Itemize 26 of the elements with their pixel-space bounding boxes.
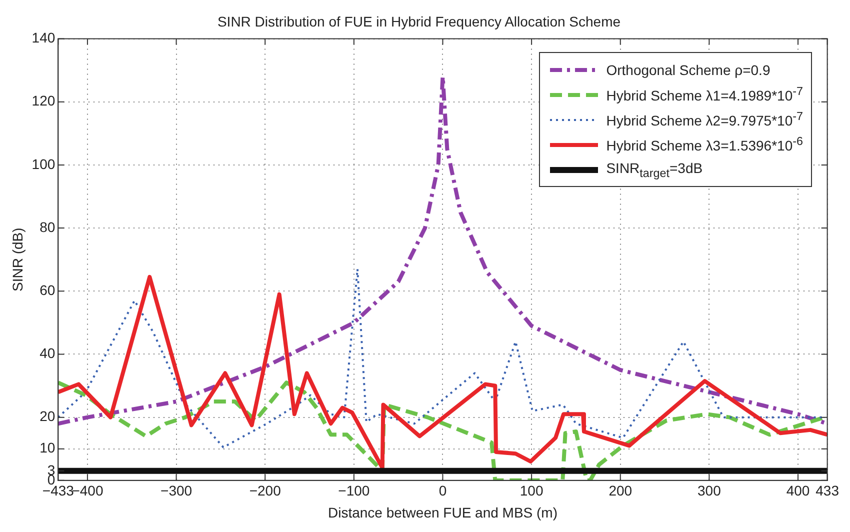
x-tick-label: 400 bbox=[786, 482, 810, 499]
x-tick-label: 100 bbox=[520, 482, 544, 499]
x-tick-label: −100 bbox=[338, 482, 370, 499]
y-tick-label: 60 bbox=[40, 282, 56, 298]
legend-label: Hybrid Scheme λ1=4.1989*10$^{-7}$ bbox=[606, 85, 803, 104]
x-tick-label: 0 bbox=[438, 482, 447, 499]
legend-label: SINR$_{target}$=3dB bbox=[606, 160, 703, 180]
y-tick-label: 20 bbox=[40, 408, 56, 424]
y-tick-label: 40 bbox=[40, 345, 56, 362]
x-tick-label: 433 bbox=[816, 482, 840, 499]
x-axis-title: Distance between FUE and MBS (m) bbox=[328, 504, 558, 520]
x-tick-label: 200 bbox=[608, 482, 632, 499]
y-tick-label: 80 bbox=[40, 218, 56, 235]
chart-title: SINR Distribution of FUE in Hybrid Frequency Allocation Scheme bbox=[217, 13, 621, 30]
x-tick-label: −300 bbox=[160, 482, 192, 499]
legend-label: Orthogonal Scheme ρ=0.9 bbox=[606, 62, 770, 78]
y-tick-label: 10 bbox=[40, 440, 56, 456]
y-tick-label: 100 bbox=[32, 156, 56, 172]
legend-label: Hybrid Scheme λ3=1.5396*10$^{-6}$ bbox=[606, 135, 803, 154]
x-tick-label: −200 bbox=[249, 482, 282, 499]
y-axis-title: SINR (dB) bbox=[9, 228, 26, 292]
y-tick-label: 120 bbox=[32, 92, 56, 109]
x-tick-label: 300 bbox=[698, 482, 722, 499]
y-tick-label: 140 bbox=[32, 30, 56, 46]
legend-label: Hybrid Scheme λ2=9.7975*10$^{-7}$ bbox=[606, 110, 803, 129]
x-tick-label: −400 bbox=[72, 482, 104, 499]
